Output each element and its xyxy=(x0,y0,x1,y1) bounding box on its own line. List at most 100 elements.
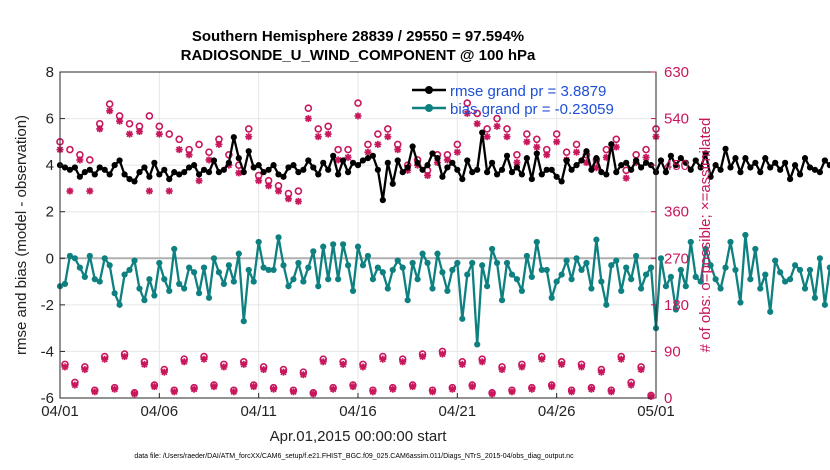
assimilated-obs-stroke xyxy=(81,366,89,373)
rmse-data-point xyxy=(116,157,123,164)
rmse-data-point xyxy=(489,159,496,166)
assimilated-obs-stroke xyxy=(469,383,476,390)
bias-data-point xyxy=(642,271,650,278)
assimilated-obs-stroke xyxy=(444,156,451,164)
rmse-data-point xyxy=(330,152,337,159)
rmse-data-point xyxy=(71,164,78,171)
rmse-data-point xyxy=(419,166,426,173)
bias-data-point xyxy=(230,278,237,285)
rmse-data-point xyxy=(439,173,446,180)
bias-data-point xyxy=(811,294,819,301)
assimilated-obs-marker xyxy=(339,360,347,368)
x-tick-label: 04/01 xyxy=(41,403,79,420)
bias-data-point xyxy=(146,276,153,283)
assimilated-obs-stroke xyxy=(205,156,213,164)
assimilated-obs-marker xyxy=(76,156,84,164)
assimilated-obs-marker xyxy=(255,177,263,185)
possible-obs-marker xyxy=(493,114,501,123)
rmse-data-point xyxy=(146,173,153,180)
assimilated-obs-marker xyxy=(185,151,193,159)
rmse-data-point xyxy=(712,162,719,169)
assimilated-obs-stroke xyxy=(260,366,267,373)
rmse-data-point xyxy=(215,169,223,176)
bias-data-point xyxy=(687,238,694,246)
bias-data-point xyxy=(374,264,381,271)
assimilated-obs-marker xyxy=(533,143,541,151)
assimilated-obs-marker xyxy=(349,383,357,391)
rmse-data-point xyxy=(315,171,322,178)
y-right-tick-label: 360 xyxy=(664,204,689,221)
rmse-data-point xyxy=(344,169,352,176)
assimilated-obs-marker xyxy=(280,368,287,376)
bias-data-point xyxy=(647,264,655,271)
bias-data-point xyxy=(379,269,386,276)
assimilated-obs-stroke xyxy=(324,130,332,138)
x-tick-label: 05/01 xyxy=(637,403,675,420)
bias-data-point xyxy=(528,273,535,281)
rmse-data-point xyxy=(230,134,237,141)
bias-data-point xyxy=(285,283,292,290)
bias-data-point xyxy=(538,266,545,274)
assimilated-obs-stroke xyxy=(270,385,277,393)
bias-data-point xyxy=(489,245,496,253)
assimilated-obs-stroke xyxy=(464,110,471,117)
assimilated-obs-stroke xyxy=(235,169,243,177)
assimilated-obs-marker xyxy=(131,390,138,398)
rmse-data-point xyxy=(518,171,526,178)
rmse-data-point xyxy=(821,157,828,164)
bias-data-point xyxy=(603,301,610,308)
assimilated-obs-marker xyxy=(463,109,471,117)
rmse-data-point xyxy=(176,171,183,178)
rmse-data-point xyxy=(404,164,411,171)
bias-data-point xyxy=(300,278,307,285)
assimilated-obs-marker xyxy=(503,133,511,141)
rmse-data-point xyxy=(156,171,163,178)
bias-data-point xyxy=(469,259,476,267)
rmse-data-point xyxy=(806,164,814,171)
rmse-data-point xyxy=(205,169,213,176)
assimilated-obs-marker xyxy=(319,358,327,366)
bias-data-point xyxy=(459,315,466,322)
bias-data-point xyxy=(543,266,550,274)
assimilated-obs-marker xyxy=(394,146,402,154)
bias-data-point xyxy=(215,269,223,276)
assimilated-obs-marker xyxy=(265,182,273,190)
assimilated-obs-stroke xyxy=(334,156,342,164)
bias-data-point xyxy=(672,306,679,313)
possible-obs-marker xyxy=(324,122,333,131)
rmse-data-point xyxy=(767,164,774,171)
bias-data-point xyxy=(727,238,734,246)
assimilated-obs-marker xyxy=(329,385,337,393)
possible-obs-marker xyxy=(513,150,521,159)
bias-data-point xyxy=(573,255,580,262)
assimilated-obs-stroke xyxy=(409,383,416,390)
rmse-data-point xyxy=(131,178,138,185)
rmse-data-point xyxy=(195,171,203,178)
bias-data-point xyxy=(508,271,516,278)
assimilated-obs-stroke xyxy=(285,195,292,202)
assimilated-obs-stroke xyxy=(513,159,521,166)
assimilated-obs-marker xyxy=(260,366,268,374)
assimilated-obs-stroke xyxy=(141,361,148,368)
rmse-data-point xyxy=(523,155,530,162)
rmse-data-point xyxy=(692,157,699,164)
rmse-data-point xyxy=(737,169,744,176)
assimilated-obs-stroke xyxy=(459,361,466,368)
assimilated-obs-stroke xyxy=(568,388,575,395)
bias-data-point xyxy=(707,262,714,269)
possible-obs-marker xyxy=(145,112,154,120)
rmse-data-point xyxy=(349,159,357,166)
assimilated-obs-marker xyxy=(384,133,392,141)
possible-obs-marker xyxy=(314,125,323,133)
rmse-data-point xyxy=(255,162,262,169)
assimilated-obs-marker xyxy=(121,353,129,361)
rmse-data-point xyxy=(613,169,620,176)
bias-data-point xyxy=(662,283,670,290)
assimilated-obs-marker xyxy=(622,174,630,182)
assimilated-obs-marker xyxy=(473,120,481,128)
y-right-tick-label: 90 xyxy=(664,343,681,360)
assimilated-obs-stroke xyxy=(131,390,138,398)
assimilated-obs-marker xyxy=(508,388,516,396)
assimilated-obs-marker xyxy=(478,358,486,366)
bias-data-point xyxy=(498,297,506,304)
